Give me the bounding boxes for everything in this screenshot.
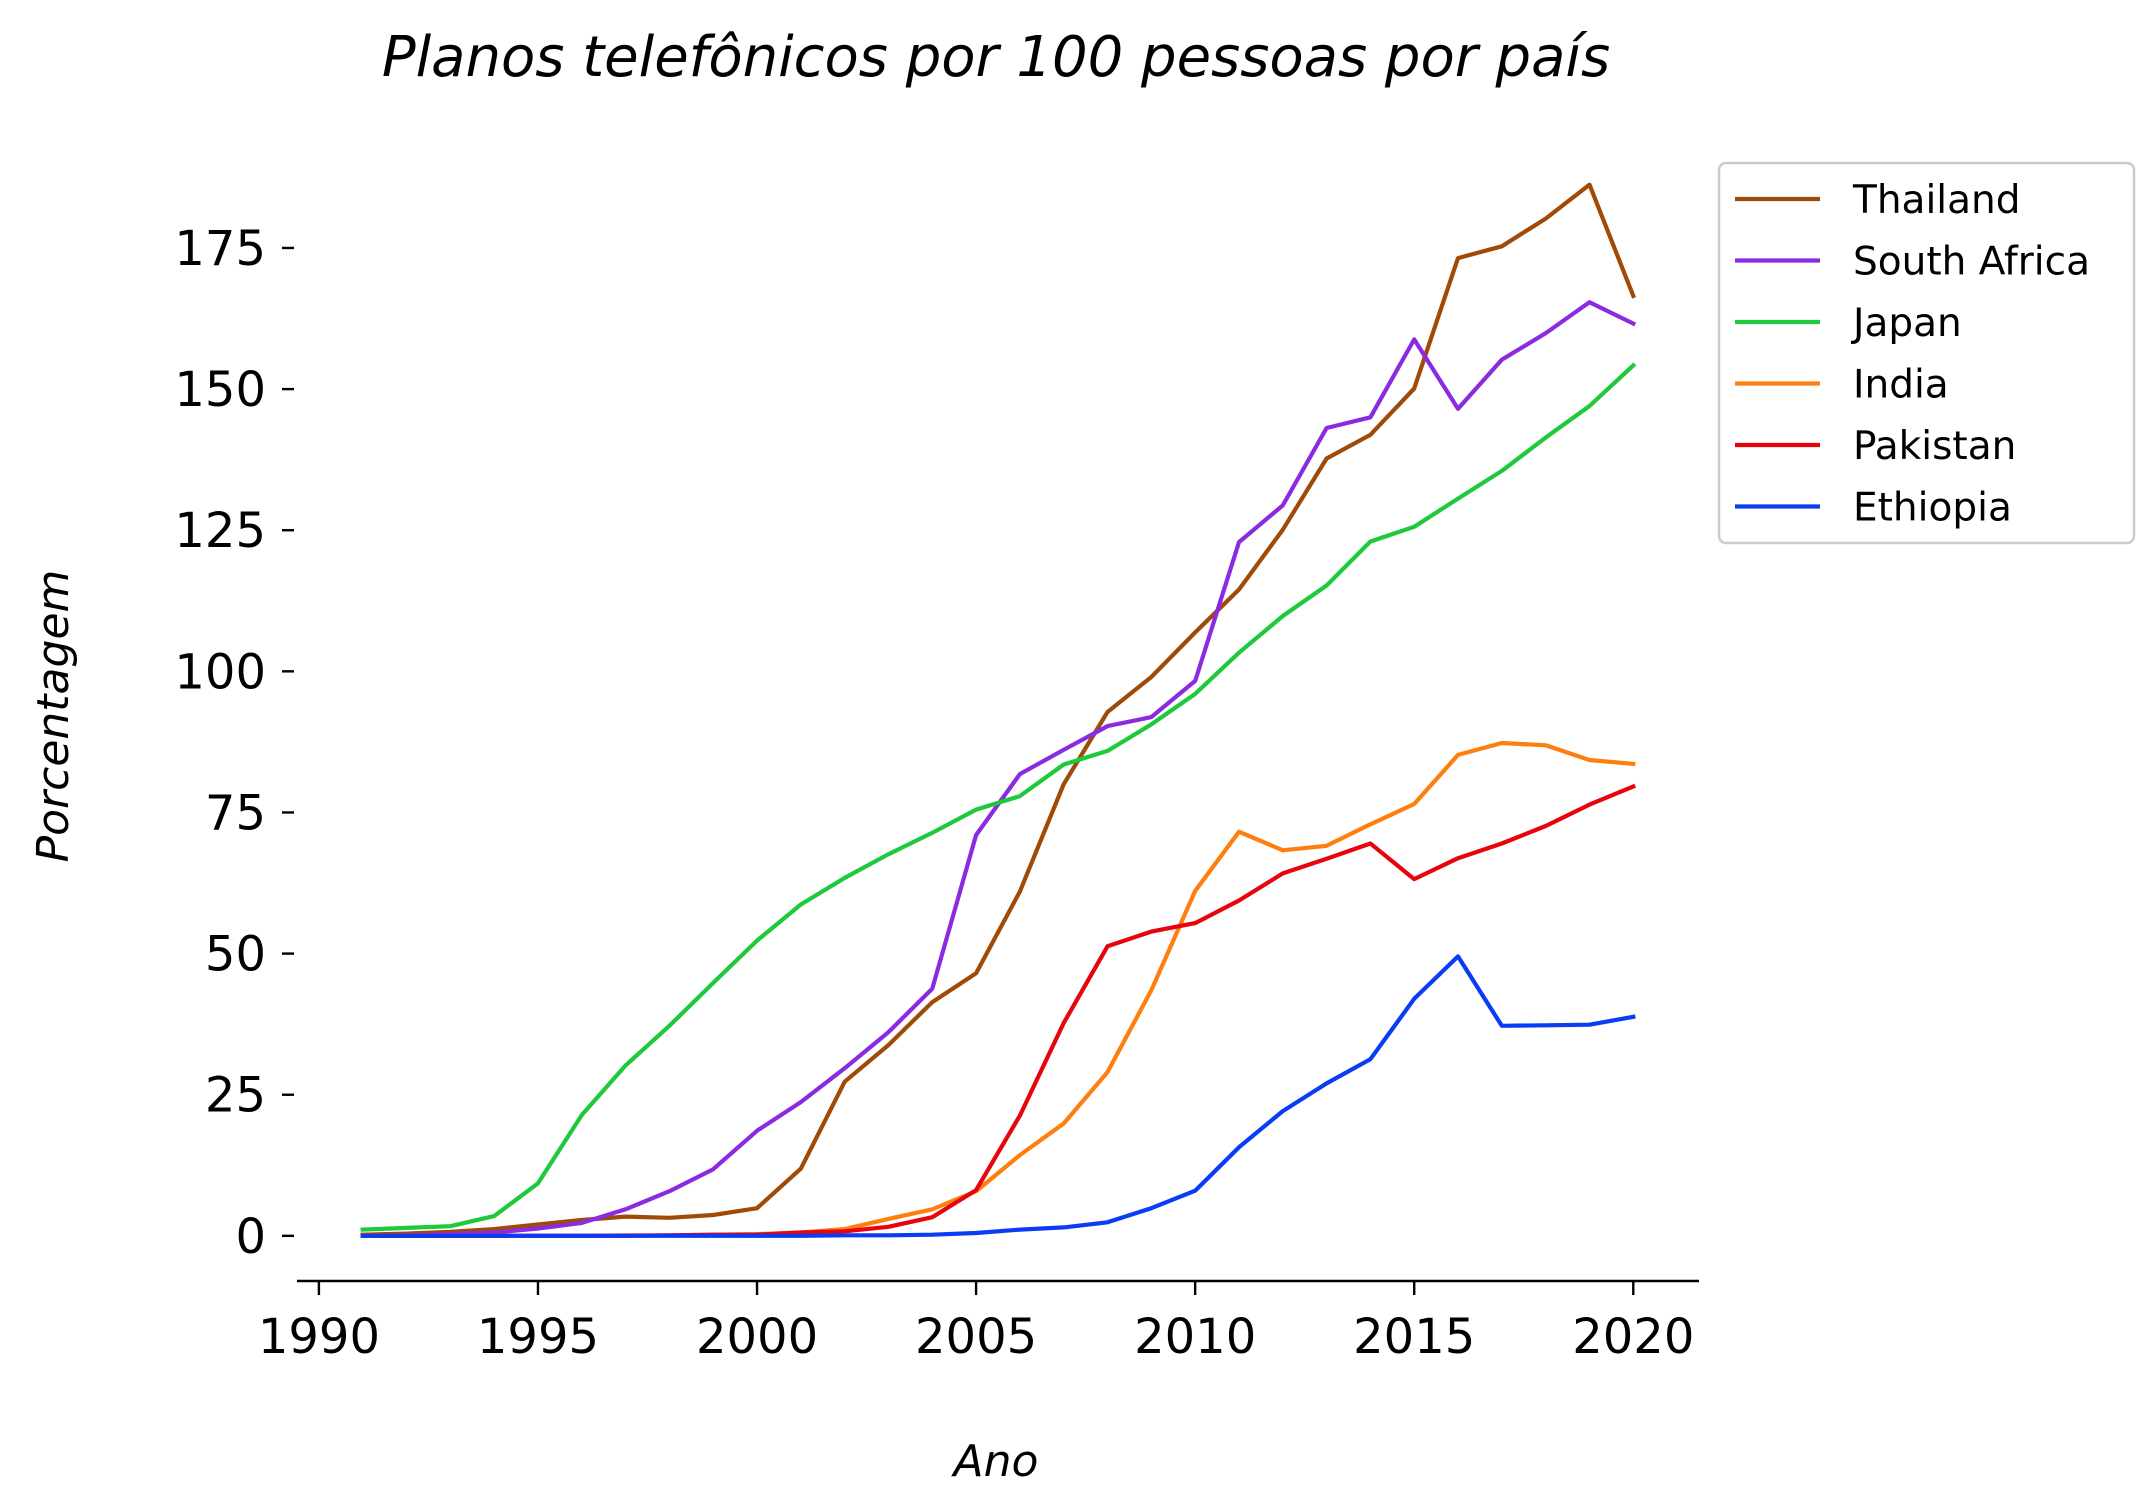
y-tick-label: 100 xyxy=(174,644,266,700)
legend-label-japan: Japan xyxy=(1850,301,1962,346)
legend-label-pakistan: Pakistan xyxy=(1853,424,2016,469)
y-tick-label: 25 xyxy=(205,1068,266,1124)
series-line-thailand xyxy=(360,182,1637,1237)
y-tick-label: 75 xyxy=(205,785,266,841)
x-tick-label: 2020 xyxy=(1572,1309,1694,1365)
x-tick-label: 1995 xyxy=(477,1309,599,1365)
x-axis-label: Ano xyxy=(951,1436,1039,1487)
legend-box xyxy=(1717,161,2136,545)
x-tick-label: 2015 xyxy=(1353,1309,1475,1365)
x-axis-ticks: 1990 1995 2000 2005 2010 2015 2020 xyxy=(258,1281,1694,1365)
y-tick-label: 50 xyxy=(205,927,266,983)
y-axis-label: Porcentagem xyxy=(28,570,79,863)
x-tick-label: 2005 xyxy=(915,1309,1037,1365)
series-line-japan xyxy=(360,362,1637,1232)
y-tick-label: 150 xyxy=(174,362,266,418)
series-line-pakistan xyxy=(360,783,1637,1238)
y-tick-label: 0 xyxy=(235,1209,266,1265)
chart-title: Planos telefônicos por 100 pessoas por p… xyxy=(382,25,1610,90)
legend: Thailand South Africa Japan India Pakistan Et… xyxy=(1717,161,2136,545)
x-tick-label: 2000 xyxy=(696,1309,818,1365)
x-tick-label: 1990 xyxy=(258,1309,380,1365)
legend-label-thailand: Thailand xyxy=(1852,178,2020,223)
y-axis-ticks: 0 25 50 75 100 125 150 175 xyxy=(174,221,294,1265)
y-tick-label: 175 xyxy=(174,221,266,277)
legend-label-ethiopia: Ethiopia xyxy=(1853,486,2012,531)
legend-label-south-africa: South Africa xyxy=(1853,240,2090,285)
series-line-ethiopia xyxy=(360,954,1636,1238)
x-tick-label: 2010 xyxy=(1134,1309,1256,1365)
y-tick-label: 125 xyxy=(174,503,266,559)
legend-label-india: India xyxy=(1853,363,1949,408)
plot-series-group xyxy=(360,182,1637,1238)
